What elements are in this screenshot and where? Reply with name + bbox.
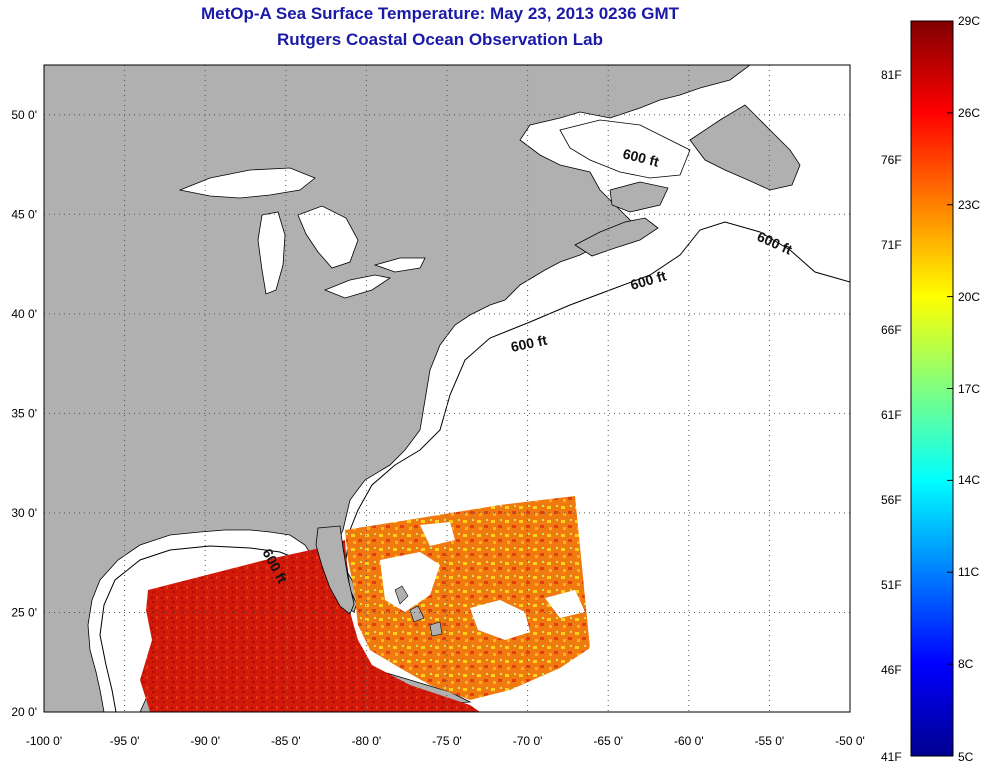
colorbar-fahrenheit-label: 81F bbox=[881, 68, 902, 82]
colorbar-celsius-label: 14C bbox=[958, 473, 981, 487]
lon-tick-label: -85 0' bbox=[271, 734, 301, 748]
lon-tick-label: -50 0' bbox=[835, 734, 865, 748]
colorbar-celsius-label: 5C bbox=[958, 750, 974, 764]
colorbar-fahrenheit-label: 56F bbox=[881, 493, 902, 507]
colorbar-celsius-label: 29C bbox=[958, 14, 981, 28]
lat-tick-label: 20 0' bbox=[11, 705, 37, 719]
contour-label: 600 ft bbox=[509, 332, 548, 355]
land-north-america bbox=[44, 65, 751, 712]
cloud-gap-1 bbox=[380, 552, 440, 612]
lon-tick-labels: -100 0' -95 0' -90 0' -85 0' -80 0' -75 0' -70… bbox=[26, 734, 865, 748]
lon-tick-label: -60 0' bbox=[674, 734, 704, 748]
colorbar-celsius-label: 11C bbox=[958, 565, 980, 579]
colorbar-fahrenheit-label: 41F bbox=[881, 750, 902, 764]
lon-tick-label: -100 0' bbox=[26, 734, 62, 748]
lake-huron bbox=[297, 205, 359, 269]
colorbar-fahrenheit-label: 66F bbox=[881, 323, 902, 337]
sst-swath-atlantic bbox=[345, 496, 590, 700]
lon-tick-label: -55 0' bbox=[755, 734, 785, 748]
colorbar-fahrenheit-label: 61F bbox=[881, 408, 902, 422]
lon-tick-label: -80 0' bbox=[352, 734, 382, 748]
contour-600ft-gulf bbox=[99, 545, 319, 712]
lat-tick-label: 30 0' bbox=[11, 506, 37, 520]
lake-superior bbox=[178, 167, 316, 199]
lat-tick-label: 50 0' bbox=[11, 108, 37, 122]
colorbar-fahrenheit-label: 51F bbox=[881, 578, 902, 592]
colorbar-celsius-label: 8C bbox=[958, 657, 974, 671]
map-subtitle: Rutgers Coastal Ocean Observation Lab bbox=[277, 30, 603, 49]
cloud-gap-4 bbox=[545, 590, 585, 618]
lake-ontario bbox=[373, 257, 426, 273]
lat-tick-label: 25 0' bbox=[11, 605, 37, 619]
lon-tick-label: -90 0' bbox=[190, 734, 220, 748]
lat-tick-labels: 20 0' 25 0' 30 0' 35 0' 40 0' 45 0' 50 0' bbox=[11, 108, 37, 719]
lat-tick-label: 40 0' bbox=[11, 307, 37, 321]
sst-swath-gulf bbox=[140, 540, 480, 712]
lat-tick-label: 35 0' bbox=[11, 406, 37, 420]
land-nova-scotia bbox=[574, 217, 659, 257]
map-title: MetOp-A Sea Surface Temperature: May 23,… bbox=[200, 4, 680, 23]
colorbar-celsius-label: 17C bbox=[958, 382, 981, 396]
lon-tick-label: -65 0' bbox=[593, 734, 623, 748]
map-frame bbox=[43, 64, 851, 713]
lake-erie bbox=[323, 274, 392, 299]
land-peninsula-gaspe bbox=[609, 181, 669, 213]
colorbar-fahrenheit-label: 46F bbox=[881, 663, 902, 677]
lon-tick-label: -95 0' bbox=[110, 734, 140, 748]
lon-tick-label: -75 0' bbox=[432, 734, 462, 748]
colorbar-fahrenheit-label: 71F bbox=[881, 238, 902, 252]
lake-michigan bbox=[257, 211, 286, 295]
land-newfoundland bbox=[689, 104, 801, 191]
colorbar-celsius-label: 20C bbox=[958, 290, 981, 304]
land-florida bbox=[315, 525, 355, 615]
gulf-st-lawrence bbox=[559, 119, 691, 179]
lon-tick-label: -70 0' bbox=[513, 734, 543, 748]
cloud-gap-3 bbox=[420, 522, 455, 546]
colorbar-ticks bbox=[947, 20, 953, 757]
cloud-gap-2 bbox=[470, 600, 530, 640]
colorbar-celsius-label: 26C bbox=[958, 106, 981, 120]
colorbar bbox=[910, 20, 954, 757]
lat-tick-label: 45 0' bbox=[11, 207, 37, 221]
colorbar-fahrenheit-label: 76F bbox=[881, 153, 902, 167]
colorbar-celsius-label: 23C bbox=[958, 198, 981, 212]
land-bahamas bbox=[394, 585, 443, 637]
